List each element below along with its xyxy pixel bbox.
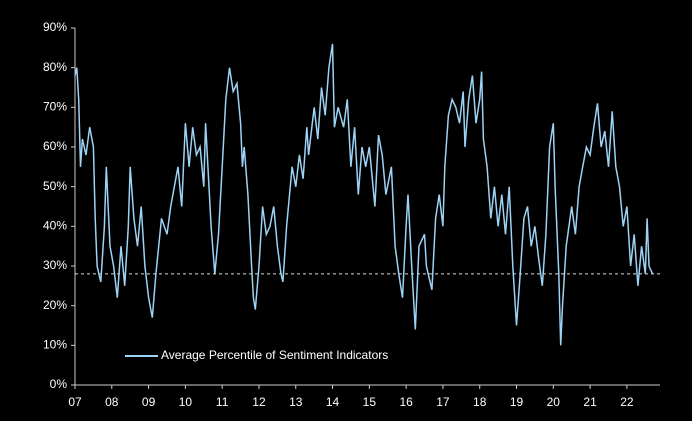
x-tick-label: 17 xyxy=(436,395,450,409)
x-tick-label: 08 xyxy=(105,395,119,409)
x-tick-label: 11 xyxy=(216,395,229,409)
x-tick-label: 14 xyxy=(326,395,340,409)
x-tick-label: 07 xyxy=(68,395,82,409)
x-tick-label: 19 xyxy=(510,395,524,409)
x-tick-label: 22 xyxy=(620,395,634,409)
x-tick-label: 10 xyxy=(179,395,193,409)
y-tick-label: 30% xyxy=(43,258,67,272)
x-tick-label: 12 xyxy=(252,395,266,409)
y-tick-label: 70% xyxy=(43,100,67,114)
y-tick-label: 90% xyxy=(43,20,67,34)
y-tick-label: 40% xyxy=(43,219,67,233)
series-line xyxy=(74,43,654,346)
y-tick-label: 10% xyxy=(43,338,67,352)
y-tick-label: 60% xyxy=(43,139,67,153)
x-tick-label: 13 xyxy=(289,395,303,409)
y-tick-label: 0% xyxy=(50,377,68,391)
x-tick-label: 21 xyxy=(583,395,597,409)
legend-label: Average Percentile of Sentiment Indicato… xyxy=(161,348,388,362)
x-tick-label: 18 xyxy=(473,395,487,409)
x-tick-label: 20 xyxy=(547,395,561,409)
x-tick-label: 09 xyxy=(142,395,156,409)
y-tick-label: 20% xyxy=(43,298,67,312)
x-tick-label: 15 xyxy=(363,395,377,409)
y-tick-label: 50% xyxy=(43,179,67,193)
x-tick-label: 16 xyxy=(399,395,413,409)
y-tick-label: 80% xyxy=(43,60,67,74)
